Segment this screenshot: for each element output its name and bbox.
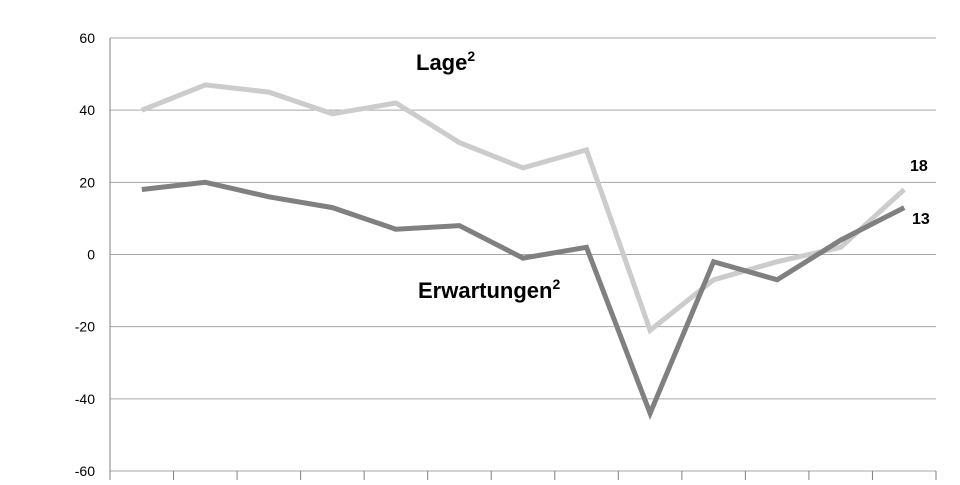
gridlines: [110, 37, 936, 472]
y-tick-label: -40: [75, 391, 95, 407]
y-tick-label: -60: [75, 463, 95, 479]
y-tick-label: 20: [79, 174, 95, 190]
y-tick-label: 0: [87, 247, 95, 263]
series-label-lage: Lage2: [416, 48, 475, 75]
series-label-erwartungen: Erwartungen2: [418, 276, 560, 303]
axes: [109, 38, 937, 480]
end-value-label-erwartungen: 13: [912, 211, 930, 228]
y-tick-labels: 60 40 20 0 -20 -40 -60: [75, 30, 95, 479]
y-tick-label: 60: [79, 30, 95, 46]
series-line-1: [141, 179, 906, 421]
series-line-0: [140, 82, 906, 335]
series-labels: Lage2 Erwartungen2 18 13: [416, 48, 930, 303]
end-value-label-lage: 18: [910, 158, 928, 175]
y-tick-label: 40: [79, 102, 95, 118]
series-lines: [140, 82, 906, 421]
y-tick-label: -20: [75, 319, 95, 335]
